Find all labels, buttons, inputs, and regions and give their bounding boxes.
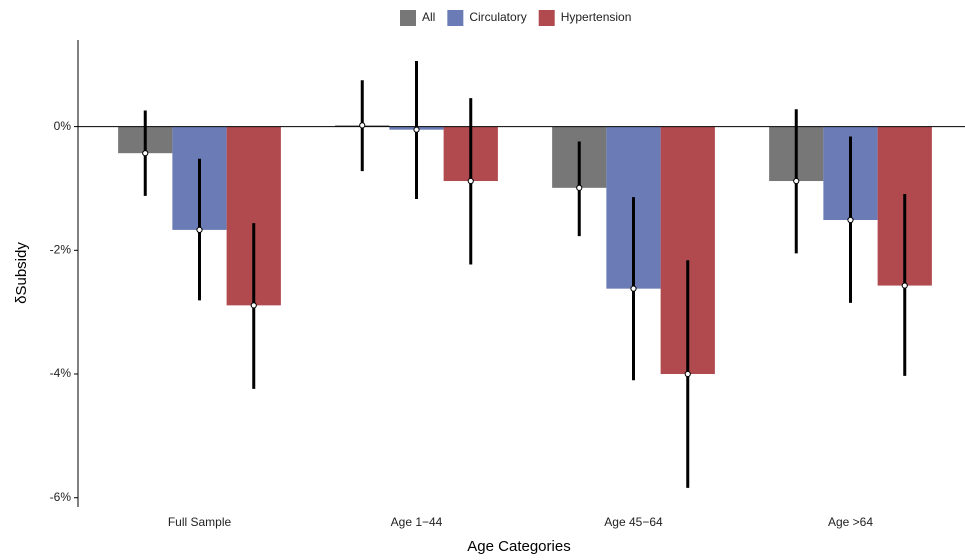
y-tick-label: -4% <box>50 366 72 380</box>
legend-swatch <box>447 10 464 26</box>
legend-swatch <box>538 10 555 26</box>
x-axis-title: Age Categories <box>467 538 570 555</box>
y-tick-label: -2% <box>50 242 72 256</box>
point-estimate <box>901 282 908 289</box>
legend-label: All <box>422 10 435 24</box>
point-estimate <box>467 177 474 185</box>
x-tick-label: Age >64 <box>828 515 873 529</box>
point-estimate <box>196 226 203 233</box>
point-estimate <box>684 370 691 378</box>
point-estimate <box>793 177 800 185</box>
point-estimate <box>413 126 420 133</box>
y-tick-label: 0% <box>54 119 72 133</box>
x-tick-label: Full Sample <box>168 515 232 529</box>
legend-label: Hypertension <box>561 10 632 24</box>
point-estimate <box>250 302 257 309</box>
y-axis-title: δSubsidy <box>13 242 30 304</box>
legend-swatch <box>400 10 416 26</box>
point-estimate <box>576 184 583 191</box>
legend-label: Circulatory <box>469 10 526 24</box>
point-estimate <box>630 285 637 292</box>
point-estimate <box>142 150 149 157</box>
point-estimate <box>847 216 854 224</box>
y-tick-label: -6% <box>50 490 72 504</box>
x-tick-label: Age 45−64 <box>604 515 663 529</box>
point-estimate <box>359 122 366 129</box>
x-tick-label: Age 1−44 <box>391 515 443 529</box>
